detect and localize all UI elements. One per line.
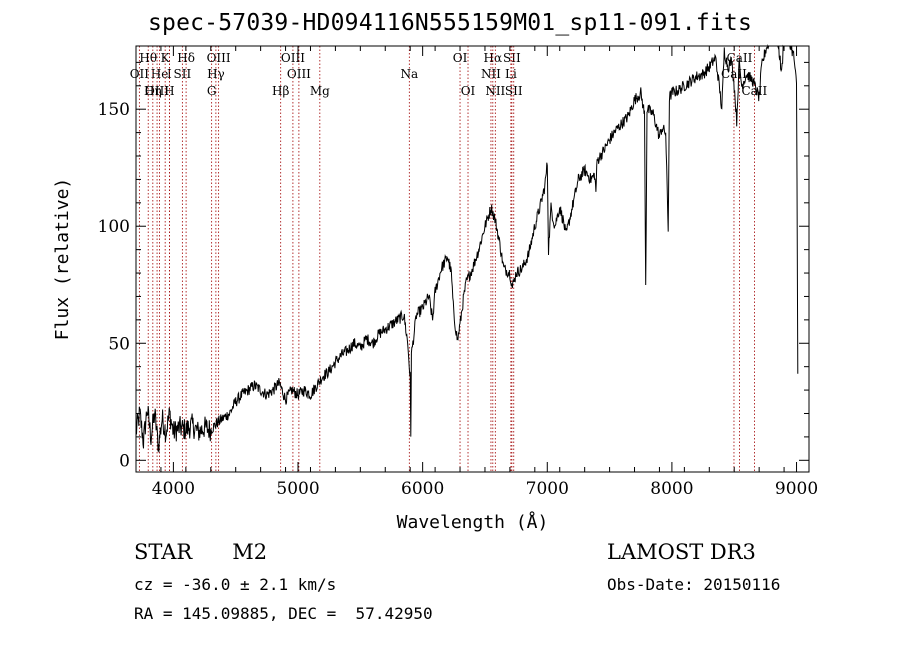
y-tick-label: 100 [98,217,130,237]
chart-title: spec-57039-HD094116N555159M01_sp11-091.f… [147,10,753,36]
subclass-label: M2 [232,540,268,564]
spectral-line-label: SII [505,84,523,98]
spectral-line-label: G [207,84,217,98]
spectral-line-label: Hα [484,51,503,65]
plot-frame [135,45,810,473]
x-tick-label: 7000 [526,479,569,499]
class-label: STAR [134,540,193,564]
x-tick-label: 8000 [650,479,693,499]
x-tick-label: 9000 [775,479,818,499]
spectrum-line [135,44,799,453]
spectral-line-label: H [164,84,174,98]
spectral-line-label: OIII [207,51,231,65]
spectral-line-label: He [151,67,169,81]
spectral-line-label: OIII [145,84,169,98]
spectral-line-label: OII [130,67,150,81]
spectral-line-label: CaII [721,67,747,81]
survey-name: LAMOST DR3 [607,540,756,564]
y-tick-label: 50 [108,334,130,354]
x-tick-label: 6000 [401,479,444,499]
spectral-line-label: OI [453,51,468,65]
spectral-line-label: Li [505,67,517,81]
spectral-line-label: CaII [741,84,767,98]
object-class: STAR M2 [134,540,307,564]
spectral-line-label: Hθ [139,51,157,65]
spectral-line-label: Mg [310,84,330,98]
spectral-line-label: Hη [144,84,162,98]
y-tick-label: 150 [98,100,130,120]
spectral-line-label: OIII [287,67,311,81]
spectral-line-label: Hδ [177,51,195,65]
redshift-velocity: cz = -36.0 ± 2.1 km/s [134,575,337,594]
axes: 4000 5000 6000 7000 8000 9000 0 50 100 150 [98,46,818,499]
spectral-line-label: SII [503,51,521,65]
spectral-line-label: K [161,51,171,65]
x-tick-label: 5000 [276,479,319,499]
x-axis-label: Wavelength (Å) [397,511,549,533]
spectral-line-label: NII [481,67,501,81]
spectral-line-label: OI [461,84,476,98]
observation-date: Obs-Date: 20150116 [607,575,781,594]
spectral-line-label: CaII [727,51,753,65]
y-axis-label: Flux (relative) [52,178,73,341]
coordinates: RA = 145.09885, DEC = 57.42950 [134,604,433,623]
x-tick-label: 4000 [152,479,195,499]
spectral-line-label: Hγ [207,67,225,81]
spectral-line-label: Hβ [272,84,289,98]
spectral-line-label: OIII [281,51,305,65]
spectral-line-label: NII [485,84,505,98]
spectral-line-label: Na [400,67,418,81]
spectral-line-markers: HθOIIOIIIHeKIHηHSIIHδOIIIHγGOIIIOIIIHβMg… [130,46,768,472]
spectral-line-label: SII [174,67,192,81]
y-tick-label: 0 [119,451,130,471]
